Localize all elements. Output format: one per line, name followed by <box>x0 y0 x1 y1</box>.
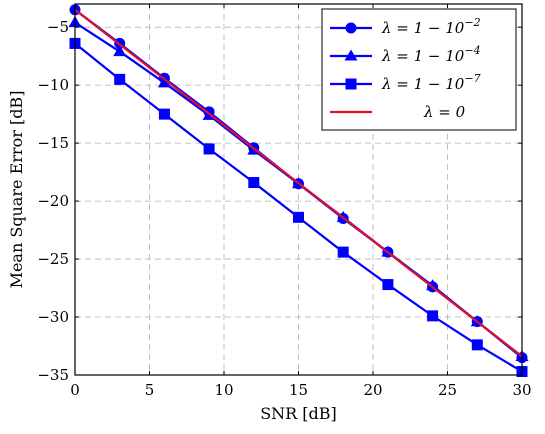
x-axis-label: SNR [dB] <box>260 404 337 423</box>
legend-marker <box>345 22 357 34</box>
x-tick-label: 25 <box>438 381 457 399</box>
y-tick-label: −15 <box>37 134 69 152</box>
legend-entry-2: λ = 1 − 10−4 <box>330 44 481 65</box>
y-axis-label: Mean Square Error [dB] <box>7 91 26 289</box>
legend-label: λ = 0 <box>423 103 466 121</box>
series-layer <box>68 4 529 378</box>
y-tick-label: −30 <box>37 308 69 326</box>
data-point-triangle <box>426 279 440 291</box>
legend-entry-4: λ = 0 <box>330 103 466 121</box>
data-point-square <box>203 143 215 155</box>
data-point-square <box>114 73 126 85</box>
x-tick-label: 0 <box>70 381 80 399</box>
x-tick-label: 20 <box>363 381 382 399</box>
legend-label: λ = 1 − 10−4 <box>381 44 481 65</box>
y-tick-label: −20 <box>37 192 69 210</box>
x-tick-label: 10 <box>214 381 233 399</box>
axis-ticks <box>74 4 523 376</box>
y-tick-label: −25 <box>37 250 69 268</box>
data-point-triangle <box>157 76 171 88</box>
x-tick-label: 30 <box>512 381 531 399</box>
series-line-4 <box>74 8 523 358</box>
y-tick-label: −35 <box>37 366 69 384</box>
x-tick-label: 15 <box>289 381 308 399</box>
data-point-square <box>427 310 439 322</box>
legend-marker <box>344 49 358 61</box>
data-point-square <box>293 211 304 223</box>
legend-label: λ = 1 − 10−7 <box>381 72 481 93</box>
data-point-square <box>158 108 170 120</box>
series-4 <box>74 8 523 358</box>
legend-label: λ = 1 − 10−2 <box>381 16 481 37</box>
y-tick-label: −10 <box>37 76 69 94</box>
y-tick-label: −5 <box>47 18 69 36</box>
data-point-square <box>471 339 483 351</box>
data-point-triangle <box>113 45 127 57</box>
legend: λ = 1 − 10−2 λ = 1 − 10−4 λ = 1 − 10−7 λ = … <box>321 8 517 131</box>
legend-marker <box>345 78 357 90</box>
legend-entry-1: λ = 1 − 10−2 <box>330 16 481 37</box>
data-point-square <box>248 177 260 189</box>
legend-entry-3: λ = 1 − 10−7 <box>330 72 481 93</box>
data-point-square <box>382 279 394 291</box>
x-tick-label: 5 <box>145 381 155 399</box>
data-point-square <box>337 246 349 258</box>
tick-labels: 0 5 10 15 20 25 30 −35 −30 −25 −20 −15 −10 −5 <box>37 18 531 399</box>
